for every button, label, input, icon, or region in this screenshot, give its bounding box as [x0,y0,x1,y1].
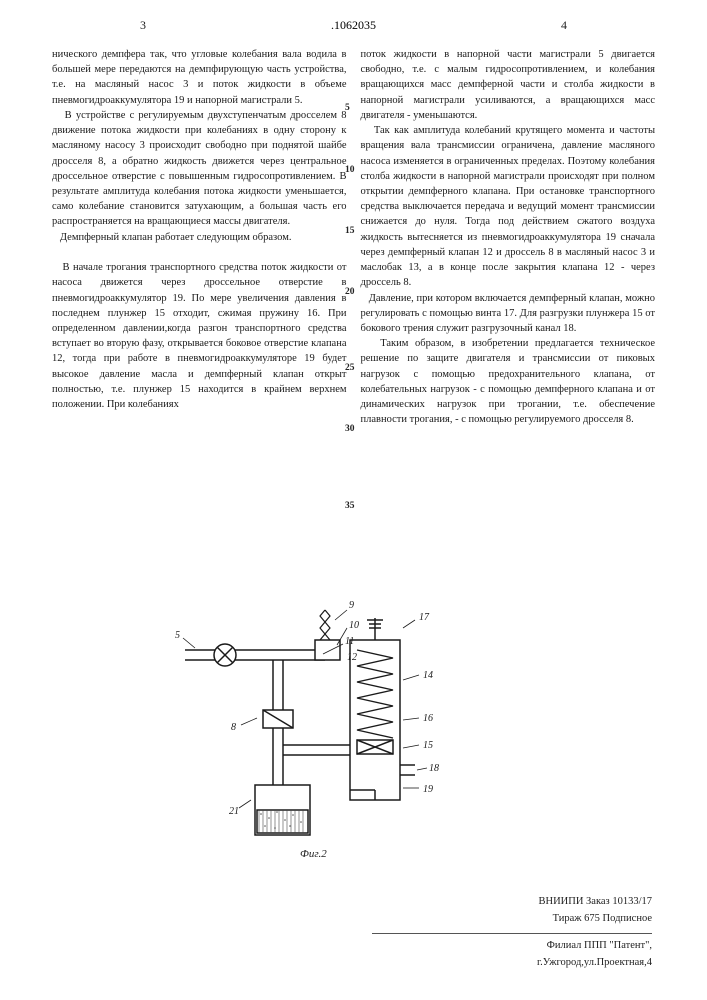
annotation-9: 9 [349,600,354,611]
document-number: .1062035 [331,18,376,33]
line-number-25: 25 [345,363,355,373]
line-number-10: 10 [345,165,355,175]
line-number-35: 35 [345,501,355,511]
footer-line-4: г.Ужгород,ул.Проектная,4 [372,955,652,972]
footer-line-1: ВНИИПИ Заказ 10133/17 [372,894,652,911]
annotation-14: 14 [423,670,433,681]
figure-label: Фиг.2 [300,848,327,860]
footer: ВНИИПИ Заказ 10133/17 Тираж 675 Подписно… [372,894,652,972]
left-column: нического демпфера так, что угловые коле… [52,47,347,427]
annotation-16: 16 [423,713,433,724]
annotation-19: 19 [423,784,433,795]
annotation-17: 17 [419,612,430,623]
annotation-8: 8 [231,722,236,733]
footer-divider [372,933,652,934]
annotation-21: 21 [229,806,239,817]
line-number-30: 30 [345,424,355,434]
annotation-11: 11 [345,636,354,647]
page-number-right: 4 [561,18,567,33]
footer-line-3: Филиал ППП "Патент", [372,938,652,955]
annotation-12: 12 [347,652,357,663]
technical-diagram: 5 9 10 11 12 8 21 17 14 16 15 18 19 [175,590,475,860]
annotation-10: 10 [349,620,359,631]
line-number-20: 20 [345,287,355,297]
annotation-18: 18 [429,763,439,774]
annotation-5: 5 [175,630,180,641]
line-number-15: 15 [345,226,355,236]
right-column: поток жидкости в напорной части магистра… [361,47,656,427]
line-number-5: 5 [345,103,350,113]
footer-line-2: Тираж 675 Подписное [372,911,652,928]
page-number-left: 3 [140,18,146,33]
annotation-15: 15 [423,740,433,751]
